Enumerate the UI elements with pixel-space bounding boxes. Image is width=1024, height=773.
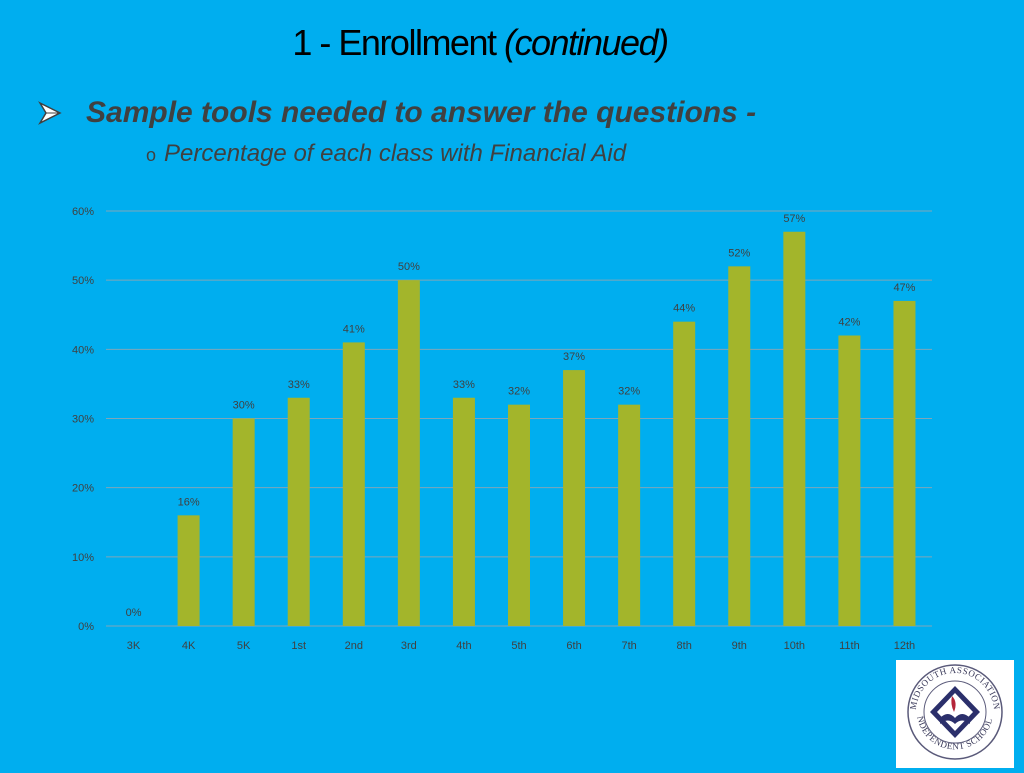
bar xyxy=(728,266,751,626)
data-label: 57% xyxy=(783,213,805,225)
data-label: 50% xyxy=(398,261,420,273)
sub-bullet-row: o Percentage of each class with Financia… xyxy=(146,140,626,168)
y-tick-label: 40% xyxy=(72,344,94,356)
x-tick-label: 4th xyxy=(456,640,471,652)
x-tick-label: 3rd xyxy=(401,640,417,652)
bar xyxy=(618,404,641,626)
x-tick-label: 10th xyxy=(784,640,805,652)
arrow-bullet-icon xyxy=(38,101,62,125)
x-tick-label: 3K xyxy=(127,640,141,652)
data-label: 47% xyxy=(893,282,915,294)
x-tick-label: 12th xyxy=(894,640,915,652)
y-tick-label: 0% xyxy=(78,621,94,633)
financial-aid-bar-chart: 0% 10% 20% 30% 40% 50% 60% 0% 3K 16% 4K 30% 5K 33% 1st… xyxy=(72,206,932,652)
bar xyxy=(177,515,200,626)
bar xyxy=(838,335,861,626)
bar xyxy=(342,342,365,626)
data-label: 37% xyxy=(563,351,585,363)
x-tick-label: 8th xyxy=(677,640,692,652)
bar xyxy=(563,370,586,626)
data-label: 52% xyxy=(728,247,750,259)
data-label: 32% xyxy=(508,386,530,398)
bar xyxy=(232,418,255,626)
x-tick-label: 6th xyxy=(566,640,581,652)
x-tick-label: 11th xyxy=(839,640,860,652)
x-tick-label: 1st xyxy=(291,640,306,652)
bar xyxy=(893,300,916,626)
bar xyxy=(508,404,530,626)
seal-icon: MIDSOUTH ASSOCIATION INDEPENDENT SCHOOLS xyxy=(893,652,1003,760)
bar xyxy=(452,397,475,626)
data-label: 32% xyxy=(618,386,640,398)
bullet-heading: Sample tools needed to answer the questi… xyxy=(86,96,757,129)
title-main: 1 - Enrollment xyxy=(292,22,504,63)
data-label: 30% xyxy=(233,400,255,412)
slide-title: 1 - Enrollment (continued) xyxy=(0,22,960,64)
bullet-row: Sample tools needed to answer the questi… xyxy=(38,96,756,130)
data-label: 44% xyxy=(673,303,695,315)
title-italic: (continued) xyxy=(503,22,669,63)
midsouth-logo: MIDSOUTH ASSOCIATION INDEPENDENT SCHOOLS xyxy=(893,652,1014,768)
data-label: 33% xyxy=(453,379,475,391)
x-tick-label: 4K xyxy=(182,640,196,652)
y-tick-label: 20% xyxy=(72,483,94,495)
y-tick-label: 50% xyxy=(72,275,94,287)
bar xyxy=(397,280,420,626)
x-tick-label: 2nd xyxy=(345,640,363,652)
data-label: 33% xyxy=(288,379,310,391)
bar xyxy=(673,321,696,626)
y-tick-label: 10% xyxy=(72,552,94,564)
bar xyxy=(287,397,310,626)
x-tick-label: 5th xyxy=(511,640,526,652)
data-label: 16% xyxy=(178,496,200,508)
data-label: 41% xyxy=(343,323,365,335)
y-tick-label: 60% xyxy=(72,206,94,218)
sub-bullet-text: Percentage of each class with Financial … xyxy=(164,140,627,167)
y-tick-label: 30% xyxy=(72,414,94,426)
x-tick-label: 5K xyxy=(237,640,251,652)
data-label: 42% xyxy=(838,317,860,329)
circle-bullet-icon: o xyxy=(146,145,157,165)
bar xyxy=(783,231,806,626)
x-tick-label: 7th xyxy=(621,640,636,652)
data-label: 0% xyxy=(126,607,142,619)
x-tick-label: 9th xyxy=(732,640,747,652)
